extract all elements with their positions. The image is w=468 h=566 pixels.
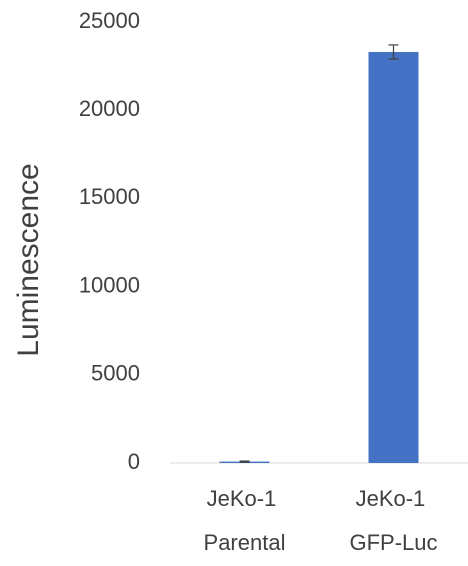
error-bar — [388, 44, 399, 60]
y-tick-label: 15000 — [79, 184, 140, 209]
error-bar — [239, 460, 250, 463]
y-tick-label: 10000 — [79, 272, 140, 297]
y-tick-label: 0 — [128, 449, 140, 474]
x-tick-label: JeKo-1 Parental — [204, 486, 286, 555]
bar — [368, 51, 419, 463]
y-tick-label: 5000 — [91, 361, 140, 386]
x-tick-label: JeKo-1 GFP-Luc — [349, 486, 437, 555]
y-tick-label: 25000 — [79, 8, 140, 33]
y-axis-title: Luminescence — [12, 163, 45, 356]
y-tick-label: 20000 — [79, 96, 140, 121]
